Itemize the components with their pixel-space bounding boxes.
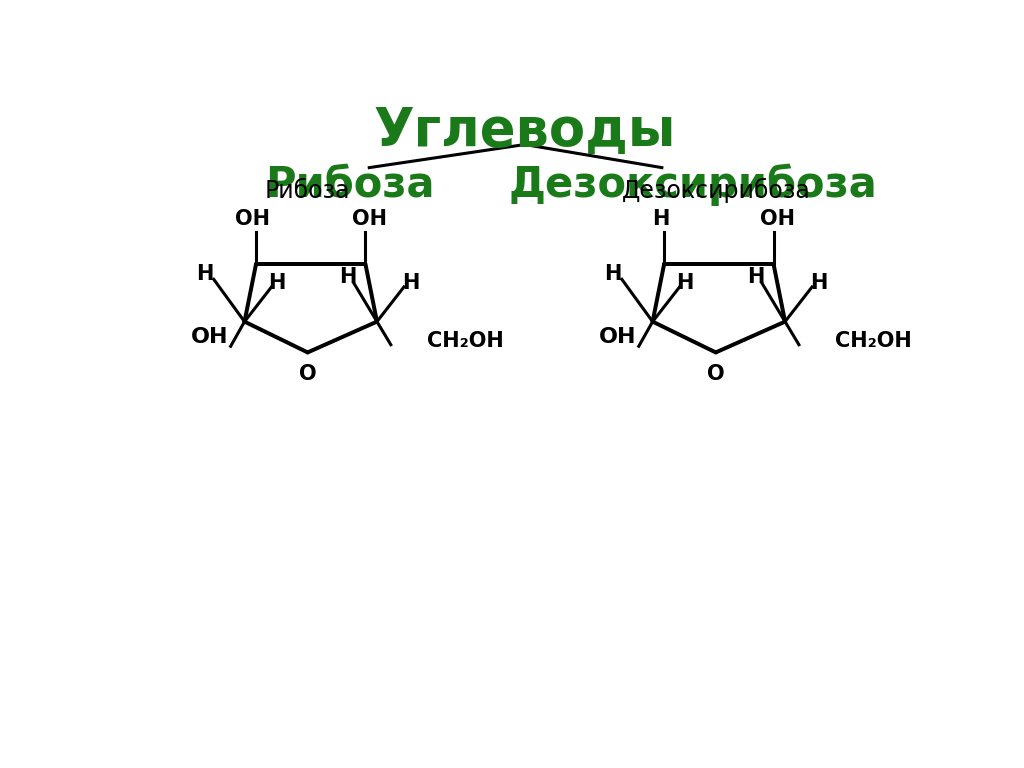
Text: H: H <box>402 273 420 293</box>
Text: Рибоза: Рибоза <box>265 164 435 206</box>
Text: O: O <box>299 364 316 384</box>
Text: CH₂OH: CH₂OH <box>427 331 504 351</box>
Text: OH: OH <box>234 209 269 229</box>
Text: H: H <box>810 273 827 293</box>
Text: OH: OH <box>191 327 228 347</box>
Text: OH: OH <box>599 327 637 347</box>
Text: Рибоза: Рибоза <box>265 179 350 203</box>
Text: OH: OH <box>352 209 387 229</box>
Text: H: H <box>196 264 213 284</box>
Text: Дезоксирибоза: Дезоксирибоза <box>622 178 810 204</box>
Text: H: H <box>651 209 669 229</box>
Text: O: O <box>707 364 725 384</box>
Text: Углеводы: Углеводы <box>374 104 676 157</box>
Text: H: H <box>748 267 765 287</box>
Text: H: H <box>339 267 356 287</box>
Text: Дезоксирибоза: Дезоксирибоза <box>508 164 877 206</box>
Text: H: H <box>268 273 286 293</box>
Text: H: H <box>676 273 693 293</box>
Text: H: H <box>604 264 622 284</box>
Text: OH: OH <box>760 209 795 229</box>
Text: CH₂OH: CH₂OH <box>836 331 911 351</box>
